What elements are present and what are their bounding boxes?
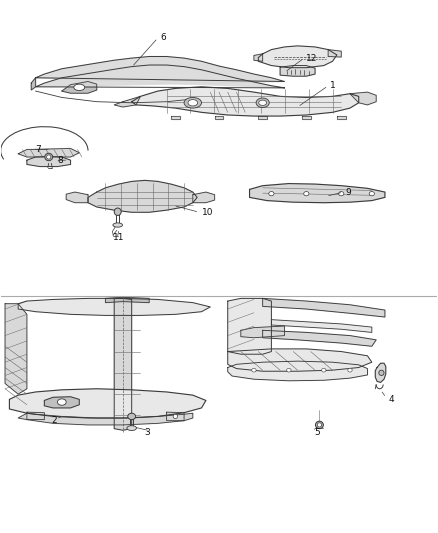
Text: 1: 1 bbox=[330, 81, 336, 90]
Text: 9: 9 bbox=[346, 188, 351, 197]
Ellipse shape bbox=[304, 191, 309, 196]
Ellipse shape bbox=[315, 421, 323, 429]
Ellipse shape bbox=[269, 191, 274, 196]
Polygon shape bbox=[263, 330, 376, 346]
Text: 4: 4 bbox=[389, 395, 394, 404]
Text: 3: 3 bbox=[145, 428, 151, 437]
Polygon shape bbox=[328, 50, 341, 57]
Ellipse shape bbox=[57, 399, 66, 405]
Text: 7: 7 bbox=[35, 145, 40, 154]
Polygon shape bbox=[350, 92, 376, 105]
Text: 12: 12 bbox=[306, 54, 318, 62]
Polygon shape bbox=[280, 66, 315, 76]
Ellipse shape bbox=[188, 100, 198, 106]
Polygon shape bbox=[18, 413, 193, 425]
Polygon shape bbox=[250, 183, 385, 203]
Polygon shape bbox=[88, 180, 197, 212]
Ellipse shape bbox=[348, 368, 352, 372]
Ellipse shape bbox=[128, 413, 136, 419]
Polygon shape bbox=[27, 157, 71, 166]
Ellipse shape bbox=[173, 414, 177, 418]
Polygon shape bbox=[62, 82, 97, 93]
Polygon shape bbox=[258, 116, 267, 119]
Polygon shape bbox=[35, 56, 285, 88]
Polygon shape bbox=[27, 412, 44, 419]
Ellipse shape bbox=[256, 98, 269, 108]
Polygon shape bbox=[132, 87, 359, 116]
Polygon shape bbox=[375, 364, 386, 382]
Polygon shape bbox=[31, 78, 35, 90]
Ellipse shape bbox=[321, 368, 326, 372]
Ellipse shape bbox=[369, 191, 374, 196]
Polygon shape bbox=[10, 389, 206, 418]
Polygon shape bbox=[18, 149, 79, 157]
Ellipse shape bbox=[184, 98, 201, 108]
Text: 5: 5 bbox=[314, 428, 320, 437]
Polygon shape bbox=[228, 349, 372, 371]
Text: 8: 8 bbox=[57, 156, 63, 165]
Ellipse shape bbox=[259, 100, 267, 106]
Polygon shape bbox=[166, 412, 184, 421]
Text: 6: 6 bbox=[160, 34, 166, 43]
Ellipse shape bbox=[74, 84, 85, 91]
Ellipse shape bbox=[113, 223, 123, 227]
Polygon shape bbox=[228, 361, 367, 381]
Polygon shape bbox=[106, 297, 149, 303]
Polygon shape bbox=[66, 192, 88, 203]
Polygon shape bbox=[272, 320, 372, 333]
Polygon shape bbox=[241, 326, 285, 338]
Polygon shape bbox=[193, 192, 215, 203]
Polygon shape bbox=[5, 304, 27, 394]
Text: 10: 10 bbox=[201, 208, 213, 217]
Ellipse shape bbox=[46, 155, 51, 159]
Ellipse shape bbox=[114, 208, 121, 215]
Polygon shape bbox=[215, 116, 223, 119]
Polygon shape bbox=[258, 46, 337, 68]
Polygon shape bbox=[114, 298, 132, 430]
Ellipse shape bbox=[45, 154, 53, 161]
Polygon shape bbox=[254, 54, 263, 61]
Polygon shape bbox=[18, 298, 210, 316]
Text: 11: 11 bbox=[113, 233, 125, 242]
Ellipse shape bbox=[252, 368, 256, 372]
Polygon shape bbox=[44, 397, 79, 408]
Text: 2: 2 bbox=[51, 416, 57, 425]
Polygon shape bbox=[337, 116, 346, 119]
Polygon shape bbox=[114, 96, 141, 107]
Ellipse shape bbox=[379, 370, 384, 375]
Ellipse shape bbox=[317, 423, 321, 427]
Ellipse shape bbox=[287, 368, 291, 372]
Polygon shape bbox=[171, 116, 180, 119]
Polygon shape bbox=[302, 116, 311, 119]
Ellipse shape bbox=[339, 191, 344, 196]
Polygon shape bbox=[263, 298, 385, 317]
Ellipse shape bbox=[127, 426, 137, 431]
Polygon shape bbox=[228, 298, 272, 354]
